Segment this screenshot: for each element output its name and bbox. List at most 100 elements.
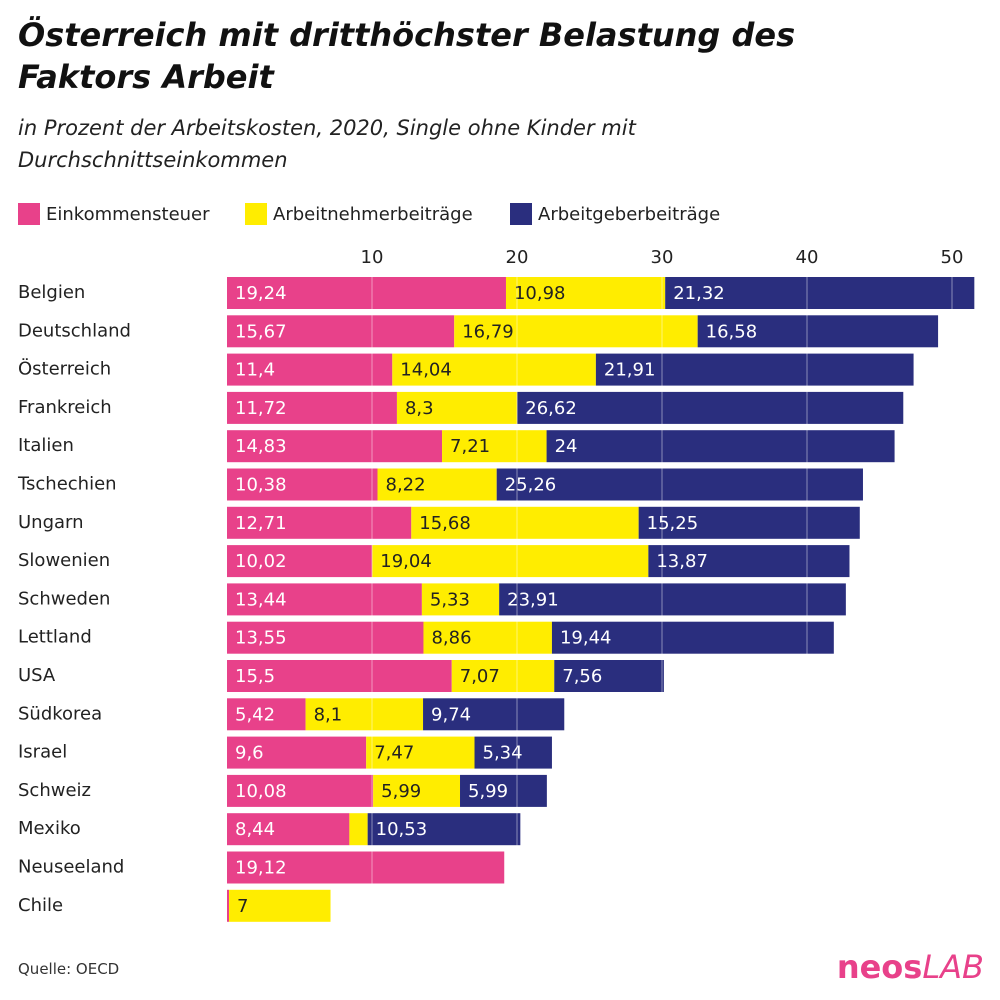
y-tick-label: Österreich bbox=[18, 358, 111, 380]
x-tick-label: 50 bbox=[941, 247, 964, 268]
bar-segment bbox=[227, 774, 374, 807]
bar-segment bbox=[638, 506, 860, 539]
value-label: 23,91 bbox=[507, 589, 559, 610]
bar-segment bbox=[499, 583, 846, 616]
value-label: 11,4 bbox=[235, 360, 275, 381]
bar-segment bbox=[648, 545, 850, 578]
legend-swatch bbox=[510, 203, 532, 225]
bar-segment bbox=[697, 315, 939, 348]
chart-title: Österreich mit dritthöchster Belastung d… bbox=[18, 16, 796, 96]
bar-segment bbox=[227, 889, 230, 922]
y-tick-label: Deutschland bbox=[18, 320, 131, 341]
y-tick-label: USA bbox=[18, 665, 56, 686]
bar-segment bbox=[227, 468, 378, 501]
value-label: 11,72 bbox=[235, 398, 287, 419]
value-label: 10,02 bbox=[235, 551, 287, 572]
value-label: 25,26 bbox=[505, 475, 557, 496]
value-label: 15,25 bbox=[647, 513, 699, 534]
y-tick-label: Tschechien bbox=[17, 474, 117, 495]
bar-segment bbox=[373, 774, 461, 807]
bar-segment bbox=[517, 391, 904, 424]
value-label: 10,98 bbox=[514, 283, 566, 304]
x-tick-label: 40 bbox=[796, 247, 819, 268]
value-label: 16,79 bbox=[462, 321, 514, 342]
y-tick-label: Südkorea bbox=[18, 703, 102, 724]
bar-segment bbox=[372, 545, 649, 578]
value-label: 8,1 bbox=[314, 704, 343, 725]
bar-segment bbox=[227, 736, 367, 769]
value-label: 7,07 bbox=[460, 666, 500, 687]
value-label: 5,42 bbox=[235, 704, 275, 725]
bar-segment bbox=[442, 430, 547, 463]
bar-segment bbox=[227, 621, 424, 654]
bar-segment bbox=[451, 660, 555, 692]
value-label: 13,55 bbox=[235, 628, 287, 649]
value-label: 8,86 bbox=[431, 628, 471, 649]
legend-label: Arbeitnehmerbeiträge bbox=[273, 204, 473, 225]
bar-segment bbox=[595, 353, 914, 386]
bar-segment bbox=[367, 813, 521, 846]
value-label: 26,62 bbox=[525, 398, 577, 419]
bar-segment bbox=[460, 774, 547, 807]
value-label: 5,33 bbox=[430, 589, 470, 610]
source: Quelle: OECD bbox=[18, 960, 120, 978]
value-label: 7,21 bbox=[450, 436, 490, 457]
logo-suffix: LAB bbox=[922, 948, 984, 986]
bar-segment bbox=[227, 391, 397, 424]
value-label: 19,24 bbox=[235, 283, 287, 304]
bar-segment bbox=[396, 391, 518, 424]
value-label: 21,91 bbox=[604, 360, 656, 381]
value-label: 10,38 bbox=[235, 475, 287, 496]
bar-segment bbox=[227, 813, 350, 846]
y-tick-label: Schweiz bbox=[18, 780, 91, 801]
bar-segment bbox=[423, 621, 552, 654]
value-label: 10,08 bbox=[235, 781, 287, 802]
y-tick-label: Lettland bbox=[18, 627, 92, 648]
logo: neosLAB bbox=[837, 948, 984, 986]
bar-segment bbox=[227, 353, 393, 386]
value-label: 16,58 bbox=[706, 321, 758, 342]
bar-segment bbox=[229, 889, 331, 922]
value-label: 14,04 bbox=[400, 360, 452, 381]
value-label: 5,99 bbox=[468, 781, 508, 802]
y-tick-label: Frankreich bbox=[18, 397, 112, 418]
value-label: 24 bbox=[555, 436, 578, 457]
y-tick-label: Chile bbox=[18, 895, 63, 916]
bar-segment bbox=[227, 851, 505, 884]
bar-segment bbox=[227, 698, 306, 731]
value-label: 8,3 bbox=[405, 398, 434, 419]
value-label: 7,47 bbox=[374, 743, 414, 764]
value-label: 12,71 bbox=[235, 513, 287, 534]
y-tick-label: Belgien bbox=[18, 282, 85, 303]
bar-segment bbox=[546, 430, 895, 463]
bar-segment bbox=[349, 813, 368, 846]
bar-segment bbox=[554, 660, 664, 692]
legend-swatch bbox=[18, 203, 40, 225]
bar-segment bbox=[496, 468, 863, 501]
legend-label: Arbeitgeberbeiträge bbox=[538, 204, 720, 225]
value-label: 19,04 bbox=[380, 551, 432, 572]
bar-segment bbox=[227, 277, 506, 309]
chart-subtitle: in Prozent der Arbeitskosten, 2020, Sing… bbox=[18, 116, 636, 172]
value-label: 15,67 bbox=[235, 321, 287, 342]
bar-segment bbox=[423, 698, 565, 731]
y-tick-label: Schweden bbox=[18, 588, 110, 609]
x-tick-label: 10 bbox=[361, 247, 384, 268]
value-label: 9,74 bbox=[431, 704, 471, 725]
value-label: 15,68 bbox=[419, 513, 471, 534]
bar-segment bbox=[227, 660, 452, 692]
y-tick-label: Slowenien bbox=[18, 550, 110, 571]
bar-segment bbox=[454, 315, 698, 348]
value-label: 10,53 bbox=[376, 819, 428, 840]
bar-segment bbox=[505, 277, 666, 309]
bar-segment bbox=[227, 315, 455, 348]
value-label: 13,44 bbox=[235, 589, 287, 610]
y-tick-label: Neuseeland bbox=[18, 857, 124, 878]
bar-segment bbox=[227, 583, 422, 616]
value-label: 7 bbox=[237, 896, 248, 917]
value-label: 15,5 bbox=[235, 666, 275, 687]
bar-segment bbox=[421, 583, 500, 616]
bar-segment bbox=[392, 353, 596, 386]
